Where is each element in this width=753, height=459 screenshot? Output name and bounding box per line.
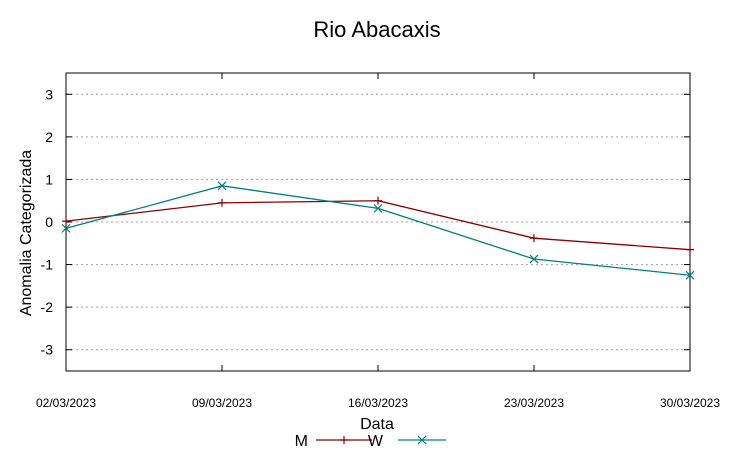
plus-marker bbox=[686, 245, 694, 254]
y-tick-label: 1 bbox=[45, 171, 53, 187]
legend-label: W bbox=[368, 433, 384, 450]
y-tick-label: -1 bbox=[41, 257, 54, 273]
y-tick-label: 2 bbox=[45, 129, 53, 145]
cross-marker bbox=[61, 223, 71, 233]
plus-marker bbox=[340, 436, 348, 444]
x-tick-label: 02/03/2023 bbox=[36, 396, 96, 410]
x-axis-label: Data bbox=[360, 416, 394, 433]
plus-marker bbox=[530, 234, 538, 243]
cross-marker bbox=[217, 181, 227, 191]
cross-marker bbox=[417, 435, 427, 445]
x-tick-label: 23/03/2023 bbox=[504, 396, 564, 410]
x-tick-label: 30/03/2023 bbox=[660, 396, 720, 410]
y-axis-label: Anomalia Categorizada bbox=[18, 150, 35, 316]
legend-label: M bbox=[295, 433, 308, 450]
y-tick-label: -3 bbox=[41, 342, 54, 358]
y-tick-label: 3 bbox=[45, 86, 53, 102]
cross-marker bbox=[529, 254, 539, 264]
series-layer bbox=[61, 181, 695, 280]
y-tick-label: 0 bbox=[45, 214, 53, 230]
plus-marker bbox=[374, 196, 382, 205]
grid bbox=[66, 93, 690, 351]
chart-title: Rio Abacaxis bbox=[313, 17, 440, 42]
cross-marker bbox=[685, 270, 695, 280]
x-tick-label: 09/03/2023 bbox=[192, 396, 252, 410]
y-tick-label: -2 bbox=[41, 299, 54, 315]
x-tick-label: 16/03/2023 bbox=[348, 396, 408, 410]
plus-marker bbox=[62, 217, 70, 226]
cross-marker bbox=[373, 203, 383, 213]
plus-marker bbox=[218, 198, 226, 207]
x-axis: 02/03/2023 09/03/2023 16/03/2023 23/03/2023… bbox=[36, 73, 720, 410]
y-axis: 3 2 1 0 -1 -2 -3 bbox=[41, 86, 690, 358]
